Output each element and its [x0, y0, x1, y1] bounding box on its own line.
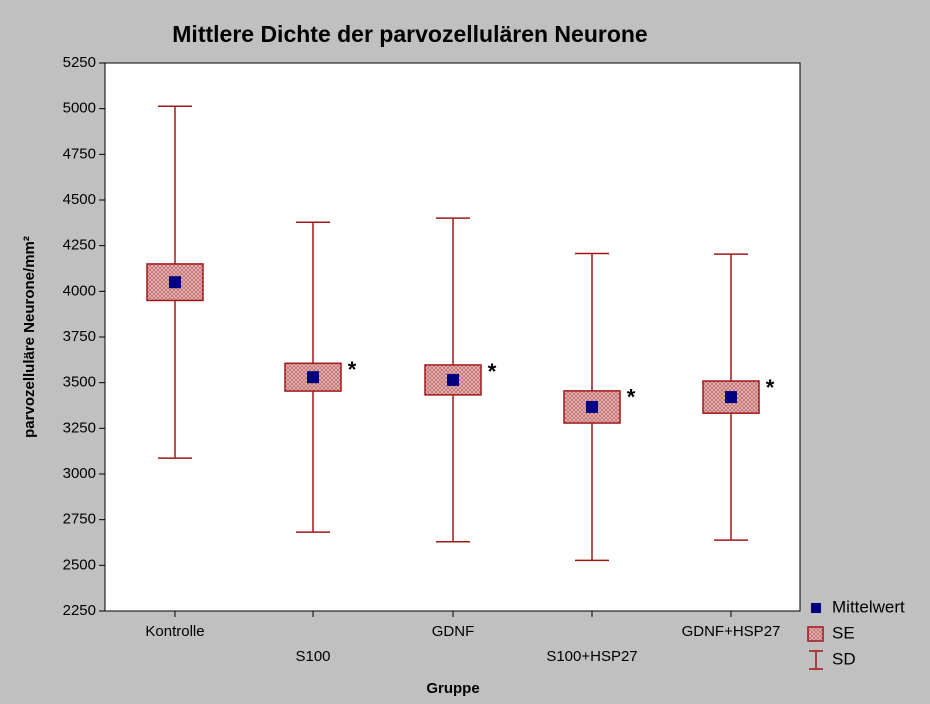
significance-mark: *	[627, 385, 636, 410]
legend-label: Mittelwert	[832, 597, 905, 616]
mean-marker	[447, 373, 459, 386]
y-tick-label: 2250	[63, 602, 96, 619]
x-tick-label: GDNF+HSP27	[682, 623, 781, 640]
y-tick-label: 5250	[63, 54, 96, 71]
chart-title: Mittlere Dichte der parvozellulären Neur…	[172, 21, 647, 47]
y-tick-label: 3000	[63, 465, 96, 482]
y-tick-label: 4000	[63, 282, 96, 299]
mean-marker	[169, 276, 181, 289]
y-tick-label: 4250	[63, 237, 96, 254]
y-tick-label: 3250	[63, 419, 96, 436]
legend-se-swatch	[807, 626, 824, 642]
y-tick-label: 2750	[63, 511, 96, 528]
mean-marker	[725, 391, 737, 404]
x-axis-label: Gruppe	[426, 680, 479, 697]
y-tick-label: 3750	[63, 328, 96, 345]
mean-marker	[307, 371, 319, 384]
x-tick-label: S100	[295, 648, 330, 665]
significance-mark: *	[348, 357, 357, 382]
y-tick-label: 5000	[63, 100, 96, 117]
y-tick-label: 3500	[63, 374, 96, 391]
y-tick-label: 4500	[63, 191, 96, 208]
significance-mark: *	[488, 359, 497, 384]
legend-label: SE	[832, 623, 855, 642]
y-axis-label: parvozelluläre Neurone/mm²	[21, 236, 38, 438]
y-tick-label: 4750	[63, 145, 96, 162]
significance-mark: *	[766, 375, 775, 400]
y-tick-label: 2500	[63, 556, 96, 573]
x-tick-label: Kontrolle	[145, 623, 204, 640]
se-box	[424, 364, 482, 396]
mean-marker	[586, 400, 598, 413]
legend-mean-swatch	[811, 603, 821, 613]
x-tick-label: S100+HSP27	[546, 648, 637, 665]
x-tick-label: GDNF	[432, 623, 475, 640]
legend-label: SD	[832, 649, 856, 668]
se-box	[284, 362, 342, 392]
